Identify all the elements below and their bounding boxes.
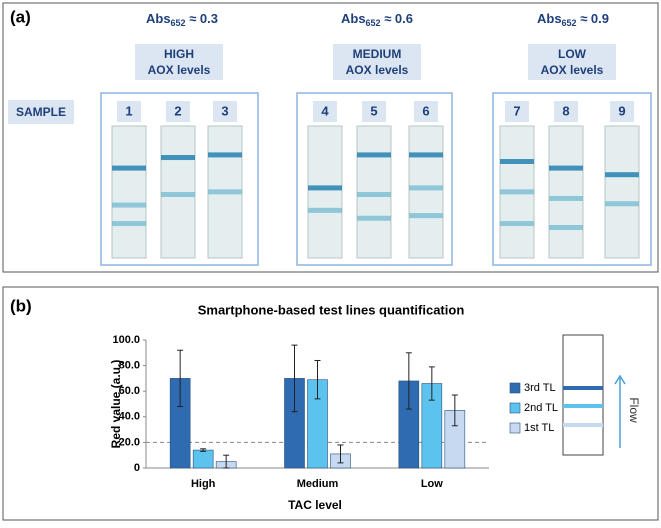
chart-title: Smartphone-based test lines quantificati…: [198, 302, 465, 317]
abs-sub: 652: [366, 18, 381, 28]
abs-suffix: ≈ 0.3: [186, 11, 218, 26]
legend-label: 2nd TL: [524, 402, 558, 414]
y-tick-label: 60.0: [119, 385, 140, 397]
legend-swatch: [509, 422, 521, 434]
sample-number: 4: [321, 103, 329, 118]
strip-band: [357, 215, 391, 221]
level-box: [528, 44, 616, 80]
strip-band: [308, 207, 342, 213]
test-strip: [111, 125, 147, 259]
strip-band: [409, 213, 443, 219]
strip-band: [112, 221, 146, 227]
strip-band: [161, 192, 195, 197]
sample-number: 8: [562, 103, 569, 118]
panel-a-frame: [2, 2, 659, 273]
sample-number: 1: [125, 103, 132, 118]
abs-suffix: ≈ 0.6: [381, 11, 413, 26]
sample-frame: [100, 92, 259, 266]
abs-sub: 652: [171, 18, 186, 28]
x-tick-label: Low: [421, 478, 443, 490]
strip-band: [208, 189, 242, 195]
level-label: AOX levels: [346, 63, 409, 77]
strip-band: [357, 192, 391, 197]
y-tick-label: 80.0: [119, 360, 140, 372]
strip-diagram: [562, 334, 604, 456]
flow-arrowhead: [614, 374, 626, 385]
x-tick-label: Medium: [297, 478, 339, 490]
abs-sub: 652: [562, 18, 577, 28]
panel-b-frame: [2, 286, 659, 521]
number-box: [166, 101, 190, 122]
absorbance-label: Abs652 ≈ 0.9: [537, 11, 609, 28]
y-tick-label: 0: [134, 462, 140, 474]
legend-swatch: [509, 382, 521, 394]
y-tick-label: 100.0: [112, 334, 140, 346]
number-box: [610, 101, 634, 122]
number-box: [213, 101, 237, 122]
x-axis-title: TAC level: [288, 498, 342, 512]
level-box: [333, 44, 421, 80]
bar: [192, 449, 214, 469]
abs-prefix: Abs: [146, 11, 171, 26]
sample-box: [8, 100, 74, 124]
abs-prefix: Abs: [341, 11, 366, 26]
sample-number: 6: [422, 103, 429, 118]
legend-swatch: [509, 402, 521, 414]
sample-number: 5: [370, 103, 377, 118]
strip-band: [409, 185, 443, 191]
sample-number: 9: [618, 103, 625, 118]
absorbance-label: Abs652 ≈ 0.3: [146, 11, 218, 28]
strip-band: [500, 221, 534, 227]
flow-label: Flow: [627, 397, 641, 423]
sample-frame: [492, 92, 652, 266]
y-tick-label: 20.0: [119, 436, 140, 448]
legend-label: 1st TL: [524, 422, 554, 434]
strip-band: [357, 152, 391, 158]
number-box: [313, 101, 337, 122]
test-strip: [307, 125, 343, 259]
number-box: [362, 101, 386, 122]
sample-label: SAMPLE: [16, 105, 66, 119]
strip-band: [500, 189, 534, 195]
sample-frame: [296, 92, 453, 266]
strip-band: [605, 172, 639, 178]
strip-band: [112, 165, 146, 171]
absorbance-label: Abs652 ≈ 0.6: [341, 11, 413, 28]
panel-label: (b): [10, 296, 32, 315]
sample-number: 3: [221, 103, 228, 118]
x-tick-label: High: [191, 478, 216, 490]
level-box: [135, 44, 223, 80]
strip-band: [605, 201, 639, 207]
level-label: AOX levels: [541, 63, 604, 77]
strip-band: [112, 202, 146, 208]
number-box: [117, 101, 141, 122]
number-box: [505, 101, 529, 122]
number-box: [554, 101, 578, 122]
y-axis-title: Red value (a.u.): [109, 360, 123, 449]
abs-prefix: Abs: [537, 11, 562, 26]
y-tick-label: 40.0: [119, 411, 140, 423]
panel-label: (a): [10, 7, 31, 26]
strip-band: [549, 165, 583, 171]
strip-band: [308, 185, 342, 191]
abs-suffix: ≈ 0.9: [577, 11, 609, 26]
level-label: MEDIUM: [353, 47, 402, 61]
test-strip: [604, 125, 640, 259]
strip-band: [549, 195, 583, 201]
level-label: AOX levels: [148, 63, 211, 77]
strip-band: [549, 225, 583, 230]
sample-number: 7: [513, 103, 520, 118]
level-label: HIGH: [164, 47, 194, 61]
test-strip: [548, 125, 584, 259]
strip-band: [208, 152, 242, 158]
number-box: [414, 101, 438, 122]
test-strip: [408, 125, 444, 259]
strip-band: [500, 159, 534, 164]
strip-band: [409, 152, 443, 158]
sample-number: 2: [174, 103, 181, 118]
legend-label: 3rd TL: [524, 382, 556, 394]
level-label: LOW: [558, 47, 587, 61]
strip-band: [161, 155, 195, 161]
